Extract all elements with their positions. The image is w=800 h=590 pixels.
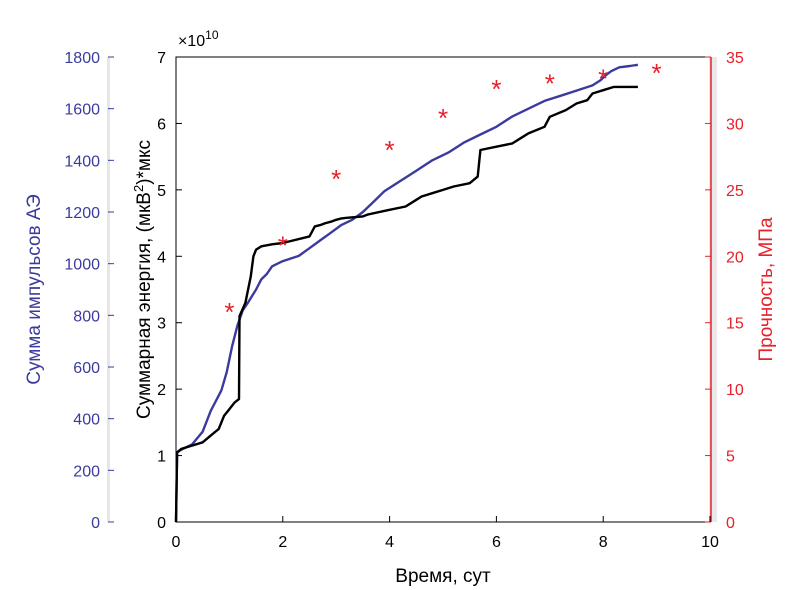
red-axis-tick-label: 5 xyxy=(726,449,735,466)
blue-axis-tick-label: 1800 xyxy=(64,50,100,67)
strength-marker: * xyxy=(224,297,234,327)
black-axis-multiplier: ×1010 xyxy=(178,28,219,50)
red-axis-tick-label: 10 xyxy=(726,382,744,399)
x-axis-tick-label: 0 xyxy=(172,534,181,551)
strength-marker: * xyxy=(598,63,608,93)
strength-marker: * xyxy=(278,231,288,261)
black-axis-tick-label: 0 xyxy=(157,515,166,532)
black-axis-tick-label: 3 xyxy=(157,316,166,333)
black-axis-title-tail: )*мкс xyxy=(134,140,155,185)
strength-marker: * xyxy=(438,103,448,133)
blue-axis-tick-label: 1600 xyxy=(64,102,100,119)
blue-axis-tick-label: 400 xyxy=(73,412,100,429)
blue-axis-tick-label: 0 xyxy=(91,515,100,532)
black-axis-tick-label: 5 xyxy=(157,183,166,200)
red-axis-tick-label: 25 xyxy=(726,183,744,200)
strength-marker: * xyxy=(491,74,501,104)
black-axis-title-main: Суммарная энергия, (мкВ xyxy=(134,192,155,419)
red-axis-tick-label: 15 xyxy=(726,316,744,333)
black-axis-title: Суммарная энергия, (мкВ2)*мкс xyxy=(131,140,155,419)
blue-axis-band xyxy=(107,57,110,522)
black-series-line xyxy=(174,85,638,523)
red-axis-tick-label: 30 xyxy=(726,116,744,133)
red-axis-band xyxy=(709,57,717,522)
blue-axis-tick-label: 800 xyxy=(73,308,100,325)
black-axis-tick-label: 2 xyxy=(157,382,166,399)
red-axis-tick-label: 0 xyxy=(726,515,735,532)
red-axis-title: Прочность, МПа xyxy=(756,217,777,361)
x-axis-tick-label: 4 xyxy=(385,534,394,551)
blue-axis-tick-label: 1000 xyxy=(64,257,100,274)
strength-marker: * xyxy=(331,164,341,194)
blue-axis-tick-label: 200 xyxy=(73,463,100,480)
blue-axis-title: Сумма импульсов АЭ xyxy=(24,194,45,385)
x-axis-title: Время, сут xyxy=(395,566,491,587)
strength-marker: * xyxy=(652,58,662,88)
red-axis-tick-label: 35 xyxy=(726,50,744,67)
blue-axis-tick-label: 600 xyxy=(73,360,100,377)
black-axis-tick-label: 6 xyxy=(157,116,166,133)
red-axis-tick-label: 20 xyxy=(726,249,744,266)
black-axis-title-sup: 2 xyxy=(131,185,146,192)
blue-axis-tick-label: 1400 xyxy=(64,153,100,170)
multiplier-base: ×10 xyxy=(178,33,205,50)
blue-series-line xyxy=(174,63,639,523)
multiplier-exp: 10 xyxy=(205,28,219,42)
black-axis-tick-label: 4 xyxy=(157,249,166,266)
x-axis-tick-label: 10 xyxy=(701,534,719,551)
black-axis-tick-label: 1 xyxy=(157,449,166,466)
blue-axis-tick-label: 1200 xyxy=(64,205,100,222)
x-axis-tick-label: 2 xyxy=(278,534,287,551)
x-axis-tick-label: 6 xyxy=(492,534,501,551)
strength-marker: * xyxy=(385,135,395,165)
x-axis-tick-label: 8 xyxy=(599,534,608,551)
black-axis-tick-label: 7 xyxy=(157,50,166,67)
strength-marker: * xyxy=(545,69,555,99)
